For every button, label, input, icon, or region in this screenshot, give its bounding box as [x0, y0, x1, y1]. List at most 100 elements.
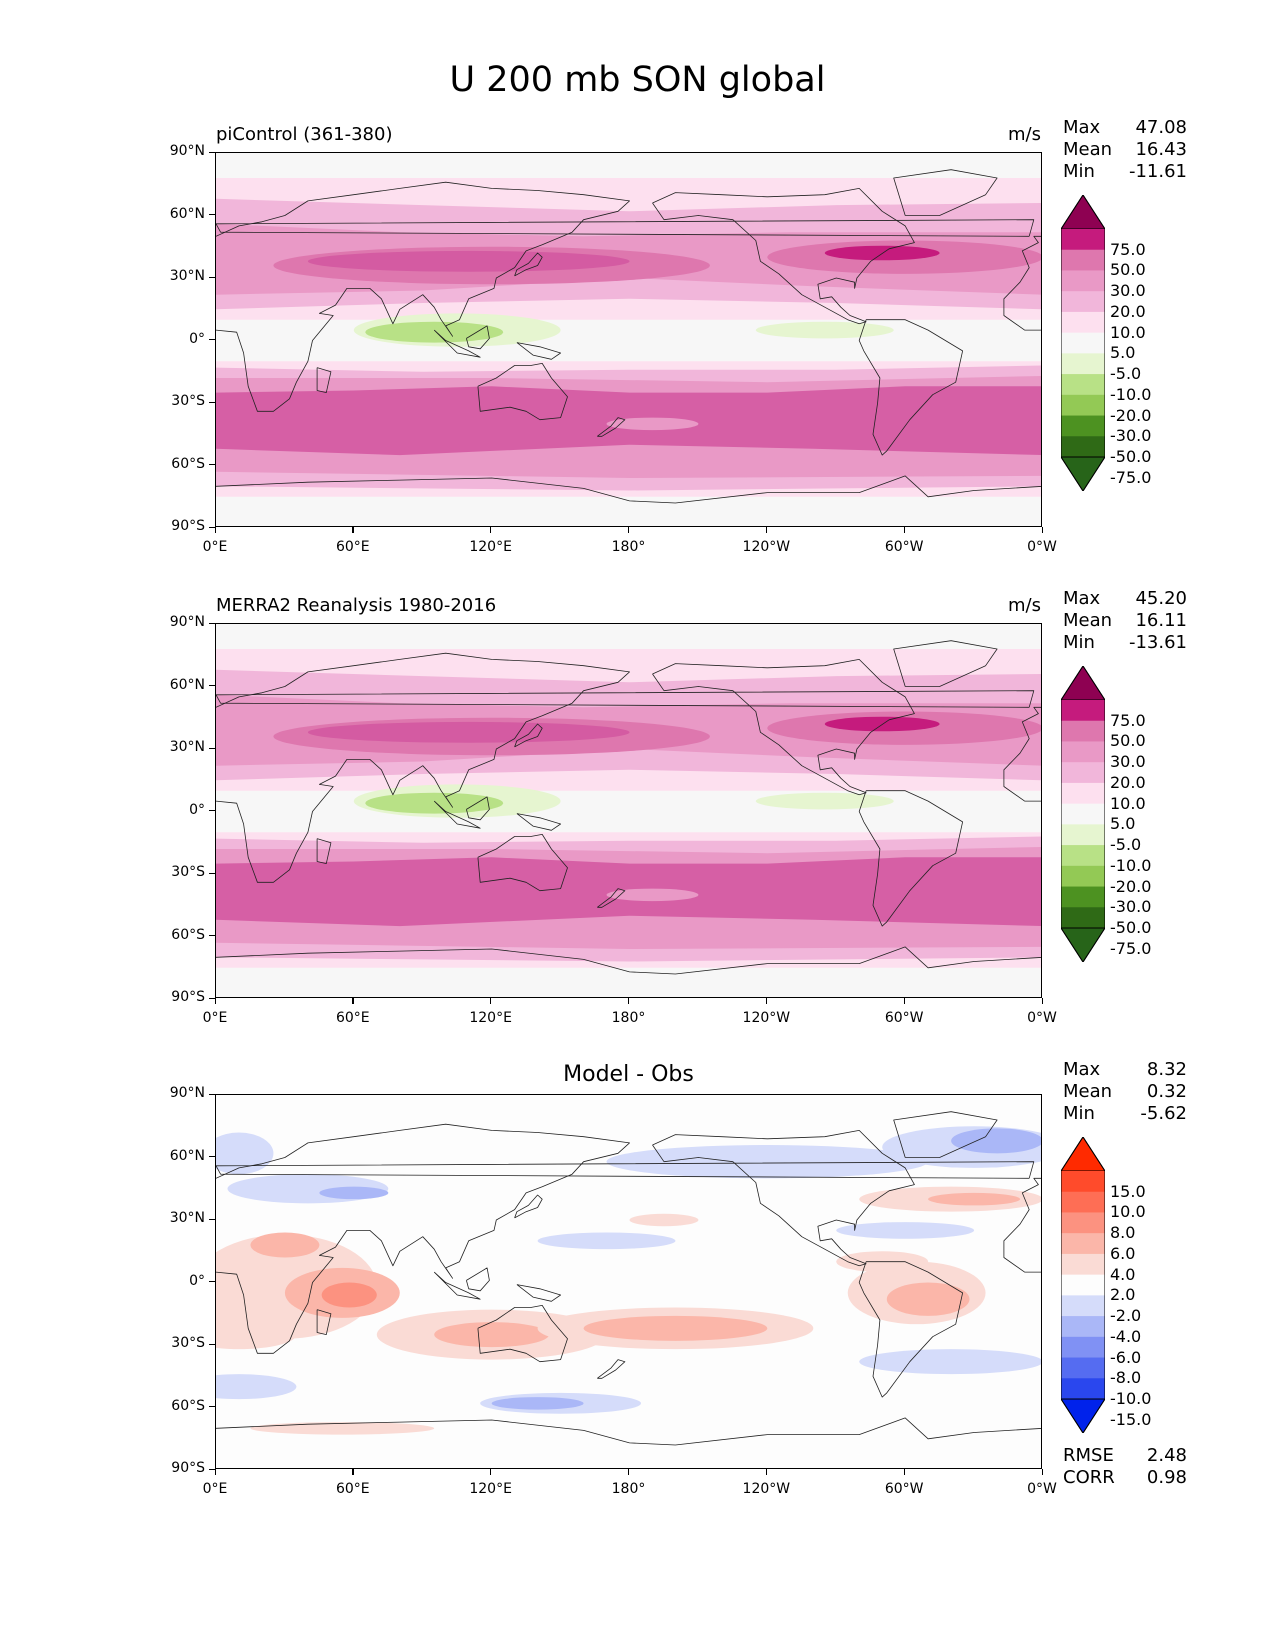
panel-2-units: m/s — [1008, 595, 1041, 616]
y-tick-mark — [209, 1156, 215, 1158]
y-tick-label: 30°N — [169, 739, 205, 755]
y-tick-mark — [209, 1468, 215, 1470]
colorbar-label: -75.0 — [1110, 938, 1152, 958]
colorbar-label: 20.0 — [1110, 301, 1146, 321]
coastline — [316, 367, 332, 394]
coastline — [433, 800, 481, 829]
coastline — [893, 1111, 998, 1158]
colorbar-label: 50.0 — [1110, 731, 1146, 751]
contour-region — [755, 792, 894, 810]
colorbar-segment — [1061, 1378, 1105, 1400]
x-tick-mark — [214, 527, 216, 533]
colorbar-label: 75.0 — [1110, 710, 1146, 730]
panel-3-map — [215, 1094, 1042, 1469]
x-tick-label: 120°E — [469, 1010, 512, 1026]
colorbar-segment — [1061, 720, 1105, 742]
contour-region — [824, 245, 940, 261]
colorbar-extend-top — [1061, 666, 1105, 701]
x-tick-mark — [352, 527, 354, 533]
contour-region — [537, 1232, 676, 1250]
colorbar-segment — [1061, 436, 1105, 458]
panel-1-stats: Max 47.08 Mean 16.43 Min -11.61 — [1063, 117, 1187, 183]
x-tick-label: 180° — [611, 1481, 646, 1497]
colorbar-label: 6.0 — [1110, 1243, 1136, 1263]
x-tick-label: 0°W — [1027, 1010, 1057, 1026]
coastline — [477, 1304, 568, 1363]
contour-region — [836, 1222, 975, 1239]
coastline — [216, 946, 1041, 975]
panel-2-map — [215, 623, 1042, 998]
x-tick-mark — [352, 998, 354, 1004]
contour-region — [824, 716, 940, 732]
colorbar-segment — [1061, 803, 1105, 825]
panel-2-title: MERRA2 Reanalysis 1980-2016 — [216, 595, 497, 616]
x-tick-label: 180° — [611, 1010, 646, 1026]
y-tick-label: 90°S — [171, 518, 205, 534]
contour-region — [319, 1186, 389, 1200]
contour-region — [859, 1349, 1041, 1375]
colorbar-segment — [1061, 782, 1105, 805]
coastline — [216, 181, 630, 412]
corr-value: 0.98 — [1146, 1467, 1187, 1488]
y-tick-mark — [209, 935, 215, 937]
coastline — [216, 1123, 630, 1354]
coastline — [514, 252, 543, 277]
coastline — [514, 723, 543, 748]
colorbar-segment — [1061, 291, 1105, 313]
coastline — [433, 329, 481, 358]
y-tick-mark — [209, 464, 215, 466]
colorbar-label: 50.0 — [1110, 260, 1146, 280]
colorbar-label: 4.0 — [1110, 1264, 1136, 1284]
y-tick-mark — [209, 214, 215, 216]
y-tick-label: 30°S — [171, 1335, 205, 1351]
stat-max-value: 47.08 — [1135, 117, 1187, 138]
colorbar-label: 2.0 — [1110, 1285, 1136, 1305]
x-tick-label: 60°W — [884, 1481, 924, 1497]
panel-1-map — [215, 152, 1042, 527]
y-tick-label: 0° — [189, 1272, 205, 1289]
y-tick-label: 30°N — [169, 1210, 205, 1226]
contour-region — [434, 1322, 550, 1348]
colorbar-extend-bottom — [1061, 456, 1105, 491]
coastline — [216, 690, 1035, 708]
y-tick-mark — [209, 1093, 215, 1095]
x-tick-label: 180° — [611, 539, 646, 555]
colorbar-label: -20.0 — [1110, 876, 1152, 896]
y-tick-mark — [209, 1281, 215, 1283]
colorbar-extend-bottom — [1061, 927, 1105, 962]
colorbar-label: -2.0 — [1110, 1306, 1142, 1326]
colorbar-segment — [1061, 1191, 1105, 1213]
x-tick-label: 60°E — [335, 1010, 370, 1026]
stat-mean-value: 16.43 — [1135, 139, 1187, 160]
stat-max-value: 8.32 — [1146, 1059, 1187, 1080]
colorbar-label: -5.0 — [1110, 835, 1142, 855]
coastline — [597, 1359, 626, 1379]
colorbar-segment — [1061, 865, 1105, 888]
y-tick-mark — [209, 747, 215, 749]
y-tick-mark — [209, 339, 215, 341]
coastline — [597, 888, 626, 908]
colorbar-segment — [1061, 1253, 1105, 1276]
stat-min-label: Min — [1063, 632, 1095, 653]
colorbar-segment — [1061, 907, 1105, 929]
colorbar-extend-top — [1061, 1137, 1105, 1172]
stat-mean-label: Mean — [1063, 1081, 1113, 1102]
coastline — [652, 1130, 915, 1267]
y-tick-mark — [209, 401, 215, 403]
contour-region — [365, 792, 504, 814]
x-tick-label: 120°W — [742, 1010, 791, 1026]
stat-min-value: -5.62 — [1140, 1103, 1187, 1124]
colorbar-label: -15.0 — [1110, 1409, 1152, 1429]
y-tick-label: 60°N — [169, 205, 205, 222]
colorbar-label: -30.0 — [1110, 897, 1152, 917]
colorbar-label: -50.0 — [1110, 918, 1152, 937]
x-tick-label: 120°W — [742, 1481, 791, 1497]
colorbar-segment — [1061, 845, 1105, 867]
colorbar-segment — [1061, 886, 1105, 908]
colorbar-label: 10.0 — [1110, 793, 1146, 813]
x-tick-label: 60°W — [884, 1010, 924, 1026]
x-tick-mark — [1041, 1469, 1043, 1475]
contour-region — [216, 1320, 297, 1350]
y-tick-label: 30°S — [171, 864, 205, 880]
colorbar-segment — [1061, 741, 1105, 763]
